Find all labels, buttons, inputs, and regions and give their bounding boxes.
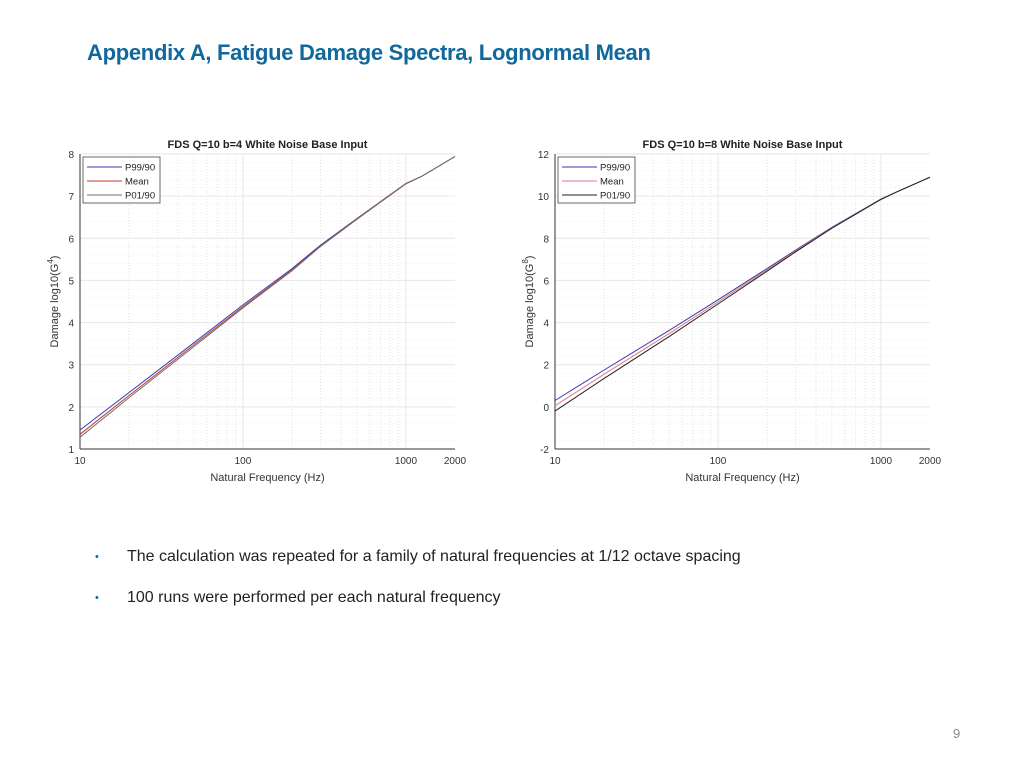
series-line-p0190 — [554, 176, 931, 412]
chart-title: FDS Q=10 b=8 White Noise Base Input — [643, 139, 843, 151]
bullet-text: The calculation was repeated for a famil… — [127, 548, 741, 565]
y-tick-label: 4 — [68, 319, 74, 330]
slide-title: Appendix A, Fatigue Damage Spectra, Logn… — [87, 40, 651, 65]
bullet-text: 100 runs were performed per each natural… — [127, 589, 501, 606]
y-tick-label: 6 — [543, 276, 549, 287]
chart-fds-b8: -2 0 2 4 6 8 10 12 10 100 1000 2000 FDS Q=10 b=8 Whi… — [521, 139, 942, 484]
x-tick-label: 2000 — [919, 456, 942, 467]
y-tick-label: 5 — [68, 276, 74, 287]
y-axis-label: Damage log10(G4) — [46, 256, 61, 348]
chart-fds-b4: 1 2 3 4 5 6 7 8 10 100 1000 2000 FDS Q=10 b=4 White … — [46, 139, 467, 484]
legend-label: P01/90 — [125, 191, 155, 202]
y-tick-label: 1 — [68, 445, 74, 456]
x-tick-label: 2000 — [444, 456, 467, 467]
legend-label: Mean — [600, 177, 624, 188]
x-axis-label: Natural Frequency (Hz) — [210, 472, 324, 484]
bullet-icon: • — [95, 551, 99, 563]
y-tick-label: 8 — [543, 234, 549, 245]
legend-label: P99/90 — [125, 163, 155, 174]
bullet-item: • 100 runs were performed per each natur… — [95, 589, 741, 630]
page-number: 9 — [953, 726, 961, 741]
y-tick-label: 10 — [538, 192, 550, 203]
y-tick-label: 8 — [68, 150, 74, 161]
y-tick-label: 2 — [68, 403, 74, 414]
y-tick-label: 4 — [543, 319, 549, 330]
x-tick-label: 1000 — [395, 456, 418, 467]
bullet-list: • The calculation was repeated for a fam… — [95, 548, 741, 630]
y-axis-label: Damage log10(G8) — [521, 256, 536, 348]
legend-label: Mean — [125, 177, 149, 188]
y-tick-label: 7 — [68, 192, 74, 203]
x-tick-label: 10 — [74, 456, 86, 467]
x-tick-label: 1000 — [870, 456, 893, 467]
legend-label: P01/90 — [600, 191, 630, 202]
x-tick-label: 100 — [235, 456, 252, 467]
y-tick-label: 2 — [543, 361, 549, 372]
y-tick-label: -2 — [540, 445, 549, 456]
y-tick-label: 12 — [538, 150, 550, 161]
y-tick-label: 0 — [543, 403, 549, 414]
x-axis-label: Natural Frequency (Hz) — [685, 472, 799, 484]
chart-title: FDS Q=10 b=4 White Noise Base Input — [168, 139, 368, 151]
y-tick-label: 6 — [68, 234, 74, 245]
legend-label: P99/90 — [600, 163, 630, 174]
x-tick-label: 10 — [549, 456, 561, 467]
series-line-p0190 — [79, 156, 456, 438]
bullet-item: • The calculation was repeated for a fam… — [95, 548, 741, 589]
x-tick-label: 100 — [710, 456, 727, 467]
y-tick-label: 3 — [68, 361, 74, 372]
bullet-icon: • — [95, 592, 99, 604]
